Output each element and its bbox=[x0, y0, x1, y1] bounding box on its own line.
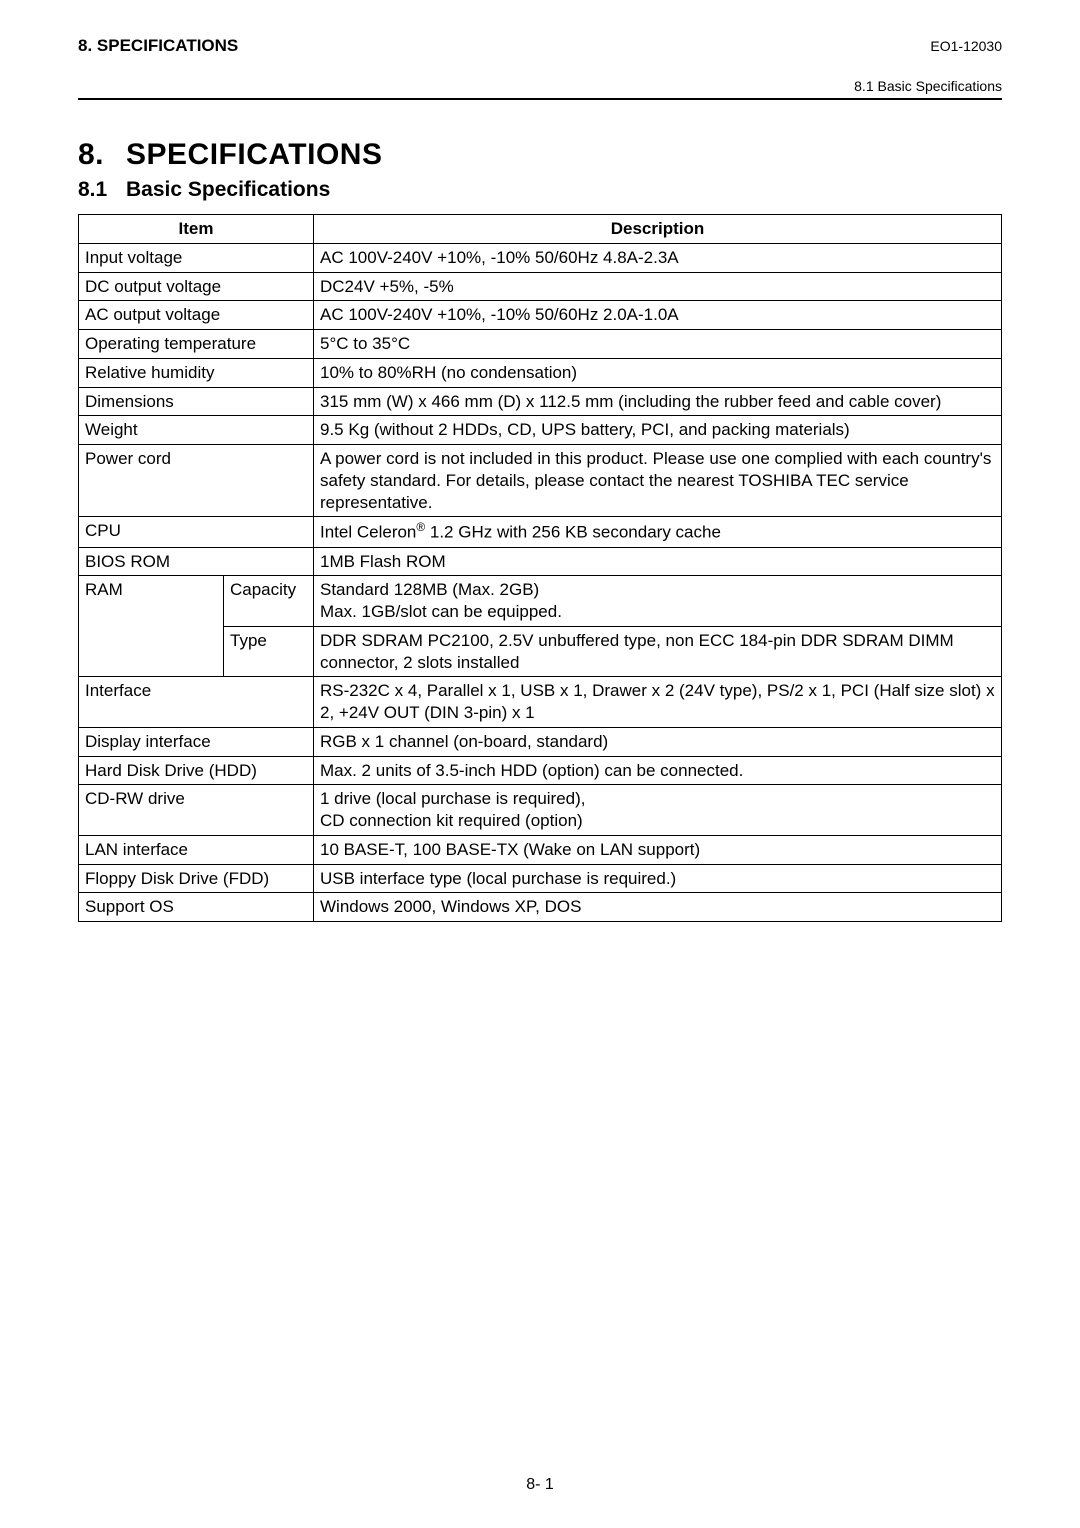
table-row: DC output voltageDC24V +5%, -5% bbox=[79, 272, 1002, 301]
cell-item: LAN interface bbox=[79, 835, 314, 864]
table-row: Operating temperature5°C to 35°C bbox=[79, 330, 1002, 359]
cell-item: Support OS bbox=[79, 893, 314, 922]
table-row: InterfaceRS-232C x 4, Parallel x 1, USB … bbox=[79, 677, 1002, 728]
spec-table: Item Description Input voltageAC 100V-24… bbox=[78, 214, 1002, 922]
cell-item: BIOS ROM bbox=[79, 547, 314, 576]
cell-item: RAM bbox=[79, 576, 224, 677]
cell-item: CPU bbox=[79, 517, 314, 547]
cell-desc: AC 100V-240V +10%, -10% 50/60Hz 2.0A-1.0… bbox=[314, 301, 1002, 330]
table-row: Power cordA power cord is not included i… bbox=[79, 445, 1002, 517]
table-row: Dimensions315 mm (W) x 466 mm (D) x 112.… bbox=[79, 387, 1002, 416]
cell-item: CD-RW drive bbox=[79, 785, 314, 836]
cell-item: Dimensions bbox=[79, 387, 314, 416]
cell-item: Operating temperature bbox=[79, 330, 314, 359]
cell-item: Power cord bbox=[79, 445, 314, 517]
cell-desc: Standard 128MB (Max. 2GB)Max. 1GB/slot c… bbox=[314, 576, 1002, 627]
cell-desc: 1MB Flash ROM bbox=[314, 547, 1002, 576]
cell-subitem: Type bbox=[224, 626, 314, 677]
table-row: Relative humidity10% to 80%RH (no conden… bbox=[79, 358, 1002, 387]
header-sub: 8.1 Basic Specifications bbox=[78, 78, 1002, 94]
table-row: CPUIntel Celeron® 1.2 GHz with 256 KB se… bbox=[79, 517, 1002, 547]
subsection-title: 8.1Basic Specifications bbox=[78, 178, 1002, 202]
table-row: BIOS ROM1MB Flash ROM bbox=[79, 547, 1002, 576]
running-header: 8. SPECIFICATIONS EO1-12030 bbox=[78, 36, 1002, 56]
table-row: AC output voltageAC 100V-240V +10%, -10%… bbox=[79, 301, 1002, 330]
cell-desc: 1 drive (local purchase is required),CD … bbox=[314, 785, 1002, 836]
cell-desc: Intel Celeron® 1.2 GHz with 256 KB secon… bbox=[314, 517, 1002, 547]
page: 8. SPECIFICATIONS EO1-12030 8.1 Basic Sp… bbox=[0, 0, 1080, 1528]
cell-desc: RS-232C x 4, Parallel x 1, USB x 1, Draw… bbox=[314, 677, 1002, 728]
subsection-number: 8.1 bbox=[78, 178, 126, 202]
cell-desc: AC 100V-240V +10%, -10% 50/60Hz 4.8A-2.3… bbox=[314, 243, 1002, 272]
table-row: CD-RW drive1 drive (local purchase is re… bbox=[79, 785, 1002, 836]
cell-desc: 315 mm (W) x 466 mm (D) x 112.5 mm (incl… bbox=[314, 387, 1002, 416]
table-row: Hard Disk Drive (HDD)Max. 2 units of 3.5… bbox=[79, 756, 1002, 785]
cell-desc: Max. 2 units of 3.5-inch HDD (option) ca… bbox=[314, 756, 1002, 785]
section-number: 8. bbox=[78, 138, 126, 172]
cell-item: Input voltage bbox=[79, 243, 314, 272]
table-row: Display interfaceRGB x 1 channel (on-boa… bbox=[79, 727, 1002, 756]
section-title: 8.SPECIFICATIONS bbox=[78, 138, 1002, 172]
cell-desc: 10% to 80%RH (no condensation) bbox=[314, 358, 1002, 387]
th-desc: Description bbox=[314, 215, 1002, 244]
cell-desc: 9.5 Kg (without 2 HDDs, CD, UPS battery,… bbox=[314, 416, 1002, 445]
page-number: 8- 1 bbox=[0, 1476, 1080, 1494]
table-row: Weight9.5 Kg (without 2 HDDs, CD, UPS ba… bbox=[79, 416, 1002, 445]
table-row: Input voltageAC 100V-240V +10%, -10% 50/… bbox=[79, 243, 1002, 272]
cell-item: Relative humidity bbox=[79, 358, 314, 387]
cell-item: Weight bbox=[79, 416, 314, 445]
cell-item: Floppy Disk Drive (FDD) bbox=[79, 864, 314, 893]
cell-desc: Windows 2000, Windows XP, DOS bbox=[314, 893, 1002, 922]
table-row: Support OSWindows 2000, Windows XP, DOS bbox=[79, 893, 1002, 922]
cell-desc: A power cord is not included in this pro… bbox=[314, 445, 1002, 517]
section-title-text: SPECIFICATIONS bbox=[126, 138, 382, 171]
cell-desc: RGB x 1 channel (on-board, standard) bbox=[314, 727, 1002, 756]
cell-desc: 10 BASE-T, 100 BASE-TX (Wake on LAN supp… bbox=[314, 835, 1002, 864]
table-row: RAMCapacityStandard 128MB (Max. 2GB)Max.… bbox=[79, 576, 1002, 627]
cell-desc: 5°C to 35°C bbox=[314, 330, 1002, 359]
cell-item: AC output voltage bbox=[79, 301, 314, 330]
cell-desc: DDR SDRAM PC2100, 2.5V unbuffered type, … bbox=[314, 626, 1002, 677]
cell-item: Hard Disk Drive (HDD) bbox=[79, 756, 314, 785]
cell-subitem: Capacity bbox=[224, 576, 314, 627]
table-row: Floppy Disk Drive (FDD)USB interface typ… bbox=[79, 864, 1002, 893]
cell-item: DC output voltage bbox=[79, 272, 314, 301]
th-item: Item bbox=[79, 215, 314, 244]
cell-desc: USB interface type (local purchase is re… bbox=[314, 864, 1002, 893]
header-rule bbox=[78, 98, 1002, 100]
subsection-title-text: Basic Specifications bbox=[126, 178, 330, 201]
table-row: LAN interface10 BASE-T, 100 BASE-TX (Wak… bbox=[79, 835, 1002, 864]
header-left: 8. SPECIFICATIONS bbox=[78, 36, 238, 56]
cell-desc: DC24V +5%, -5% bbox=[314, 272, 1002, 301]
header-doc-id: EO1-12030 bbox=[930, 38, 1002, 54]
table-header-row: Item Description bbox=[79, 215, 1002, 244]
cell-item: Display interface bbox=[79, 727, 314, 756]
cell-item: Interface bbox=[79, 677, 314, 728]
